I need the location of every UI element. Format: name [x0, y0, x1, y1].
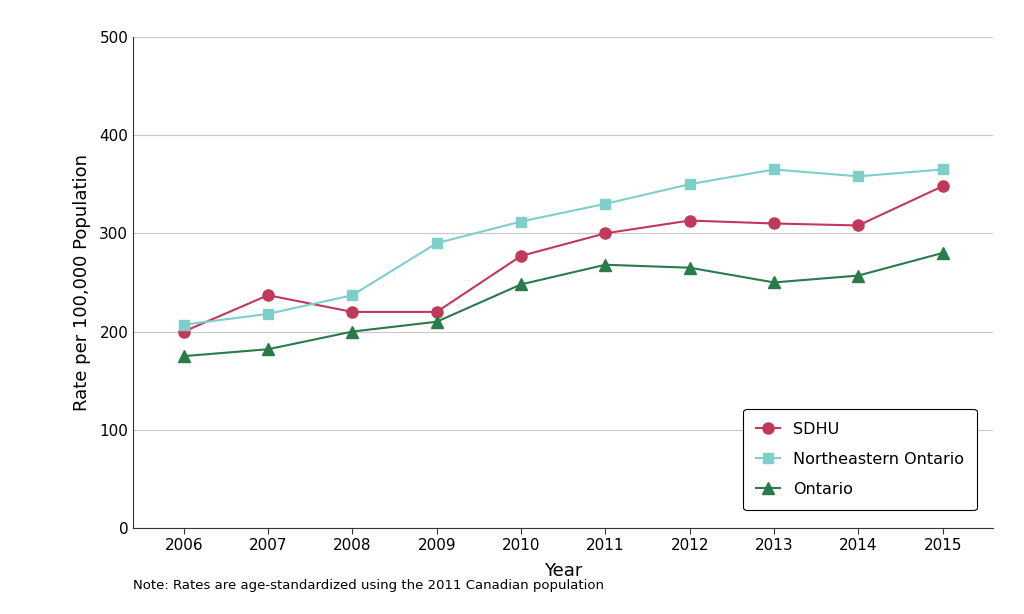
Legend: SDHU, Northeastern Ontario, Ontario: SDHU, Northeastern Ontario, Ontario [743, 409, 977, 510]
Ontario [852, 272, 864, 279]
Northeastern Ontario [515, 218, 527, 225]
Ontario [346, 328, 358, 335]
Y-axis label: Rate per 100,000 Population: Rate per 100,000 Population [73, 154, 91, 411]
SDHU [937, 182, 949, 190]
Northeastern Ontario [177, 321, 189, 328]
SDHU [852, 222, 864, 229]
Line: SDHU: SDHU [178, 181, 948, 337]
SDHU [684, 217, 696, 224]
SDHU [430, 308, 442, 316]
SDHU [768, 220, 780, 227]
Northeastern Ontario [430, 239, 442, 247]
Northeastern Ontario [852, 173, 864, 180]
SDHU [177, 328, 189, 335]
SDHU [346, 308, 358, 316]
SDHU [262, 292, 274, 299]
Ontario [177, 352, 189, 360]
Northeastern Ontario [937, 166, 949, 173]
Ontario [430, 318, 442, 325]
Ontario [262, 346, 274, 353]
Ontario [684, 264, 696, 271]
Ontario [937, 249, 949, 257]
Northeastern Ontario [262, 310, 274, 317]
Line: Northeastern Ontario: Northeastern Ontario [179, 165, 947, 330]
SDHU [515, 252, 527, 260]
Ontario [515, 281, 527, 288]
Northeastern Ontario [599, 200, 611, 208]
Ontario [768, 279, 780, 286]
Northeastern Ontario [684, 181, 696, 188]
Northeastern Ontario [346, 292, 358, 299]
X-axis label: Year: Year [544, 562, 583, 580]
Northeastern Ontario [768, 166, 780, 173]
Text: Note: Rates are age-standardized using the 2011 Canadian population: Note: Rates are age-standardized using t… [133, 580, 604, 593]
Ontario [599, 261, 611, 268]
Line: Ontario: Ontario [178, 247, 948, 362]
SDHU [599, 230, 611, 237]
